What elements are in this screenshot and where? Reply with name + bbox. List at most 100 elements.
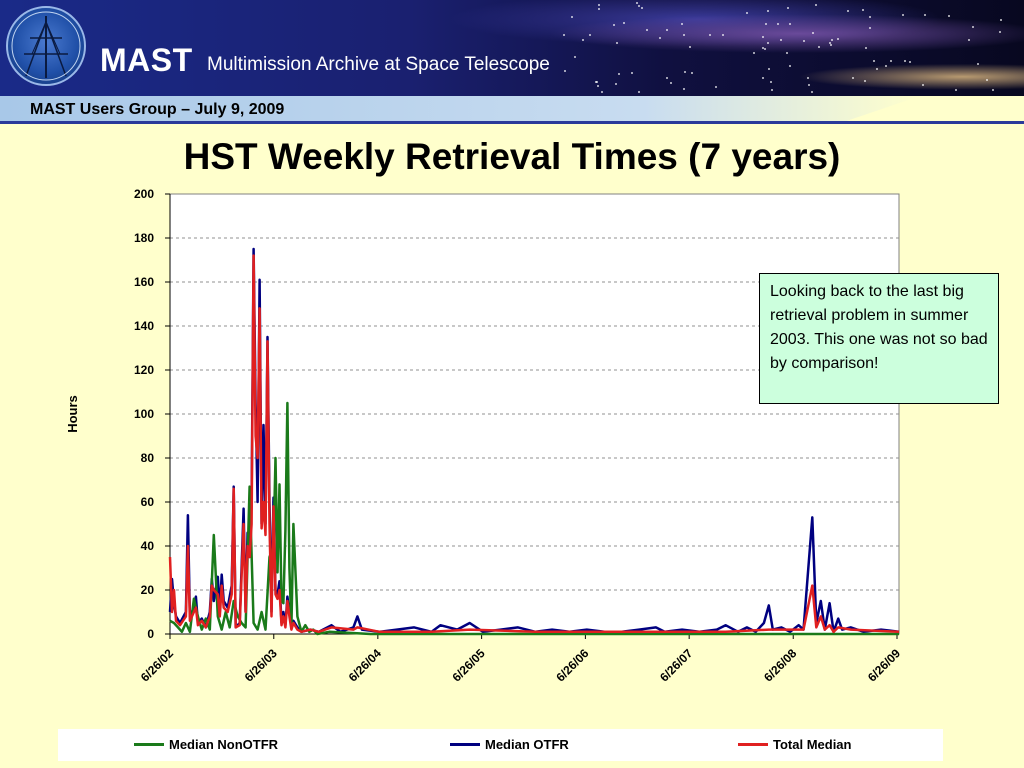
banner-star — [752, 51, 755, 54]
banner-star — [869, 27, 872, 30]
banner-star — [875, 68, 878, 71]
banner-star — [684, 70, 687, 73]
y-tick-label: 120 — [134, 363, 154, 377]
legend-label-total: Total Median — [773, 737, 852, 752]
banner-star — [869, 16, 872, 19]
x-axis: 6/26/02 6/26/03 6/26/04 6/26/05 6/26/06 6/26/… — [138, 633, 903, 684]
y-axis: 0 20 40 60 80 100 120 140 160 180 200 — [134, 187, 171, 641]
banner-star — [852, 76, 855, 79]
y-tick-label: 80 — [141, 451, 155, 465]
banner-star — [815, 4, 818, 7]
banner-star — [601, 91, 604, 94]
x-tick-label: 6/26/06 — [553, 646, 591, 684]
banner-star — [789, 23, 792, 26]
banner-star — [811, 31, 814, 34]
telescope-globe-icon — [6, 6, 86, 86]
banner-star — [595, 81, 598, 84]
banner-star — [598, 8, 601, 11]
banner-star — [563, 34, 566, 37]
banner-star — [688, 45, 691, 48]
x-tick-label: 6/26/08 — [761, 646, 799, 684]
banner-star — [807, 76, 810, 79]
slide-title: HST Weekly Retrieval Times (7 years) — [183, 136, 841, 177]
banner-star — [770, 89, 773, 92]
banner-star — [901, 13, 904, 16]
banner-star — [765, 22, 767, 25]
banner-star — [785, 52, 788, 55]
legend-item-otfr: Median OTFR — [450, 737, 569, 752]
y-tick-label: 200 — [134, 187, 154, 201]
banner-star — [635, 2, 638, 5]
legend-label-otfr: Median OTFR — [485, 737, 569, 752]
banner-star — [690, 72, 693, 75]
banner-star — [873, 60, 876, 63]
banner-star — [641, 6, 644, 9]
banner-star — [787, 6, 790, 9]
logo-graphic — [11, 11, 81, 81]
y-tick-label: 140 — [134, 319, 154, 333]
banner-star — [762, 35, 765, 38]
header-banner — [0, 0, 1024, 96]
x-tick-label: 6/26/02 — [138, 646, 176, 684]
legend-label-nonotfr: Median NonOTFR — [169, 737, 279, 752]
banner-star — [721, 33, 724, 36]
series-lines — [168, 247, 900, 636]
banner-star — [715, 85, 718, 88]
x-tick-label: 6/26/09 — [865, 646, 903, 684]
banner-star — [837, 38, 840, 41]
banner-star — [763, 47, 766, 50]
banner-star — [954, 89, 957, 92]
x-tick-label: 6/26/07 — [657, 646, 695, 684]
banner-star — [922, 84, 925, 87]
banner-star — [617, 73, 620, 76]
legend-swatch-nonotfr — [134, 743, 164, 746]
banner-star — [788, 65, 791, 68]
y-tick-label: 20 — [141, 583, 155, 597]
subbar-highlight — [0, 96, 920, 121]
banner-star — [589, 34, 592, 36]
banner-star — [573, 56, 576, 59]
legend: Median NonOTFR Median OTFR Total Median — [58, 729, 943, 761]
y-tick-label: 180 — [134, 231, 154, 245]
banner-star — [769, 80, 772, 83]
app-subtitle: Multimission Archive at Space Telescope — [207, 54, 550, 75]
banner-star — [596, 81, 599, 84]
banner-star — [596, 85, 599, 88]
x-tick-label: 6/26/04 — [346, 646, 384, 684]
banner-star — [947, 15, 950, 18]
banner-star — [745, 11, 748, 14]
banner-star — [708, 34, 711, 37]
y-axis-label: Hours — [65, 395, 80, 433]
banner-star — [779, 39, 782, 42]
banner-star — [810, 91, 813, 94]
y-tick-label: 60 — [141, 495, 155, 509]
banner-star — [571, 15, 574, 18]
banner-star — [630, 71, 633, 74]
banner-star — [597, 3, 600, 6]
banner-star — [863, 80, 866, 83]
banner-star — [991, 89, 994, 92]
banner-star — [767, 41, 770, 44]
y-tick-label: 160 — [134, 275, 154, 289]
banner-star — [808, 83, 811, 86]
banner-star — [681, 23, 684, 26]
banner-star — [967, 39, 970, 42]
banner-star — [581, 39, 584, 42]
banner-star — [669, 81, 672, 84]
y-tick-label: 0 — [147, 627, 154, 641]
banner-star — [682, 88, 685, 91]
banner-star — [847, 9, 850, 12]
banner-star — [645, 29, 648, 32]
banner-star — [767, 68, 770, 71]
banner-star — [761, 46, 764, 49]
banner-star — [885, 64, 888, 67]
banner-star — [817, 45, 820, 48]
banner-star — [665, 28, 668, 31]
banner-star — [999, 19, 1002, 22]
banner-star — [761, 77, 764, 80]
banner-star — [862, 8, 865, 11]
series-line-total-median — [168, 254, 900, 634]
x-tick-label: 6/26/03 — [242, 646, 280, 684]
banner-star — [622, 22, 625, 25]
